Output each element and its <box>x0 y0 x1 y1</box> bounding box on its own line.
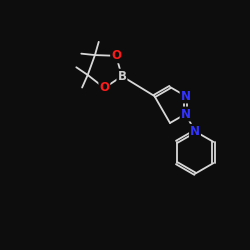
Text: O: O <box>111 49 121 62</box>
Text: B: B <box>118 70 126 83</box>
Text: O: O <box>99 82 109 94</box>
Text: N: N <box>180 108 190 120</box>
Text: N: N <box>190 125 200 138</box>
Text: N: N <box>180 90 190 102</box>
